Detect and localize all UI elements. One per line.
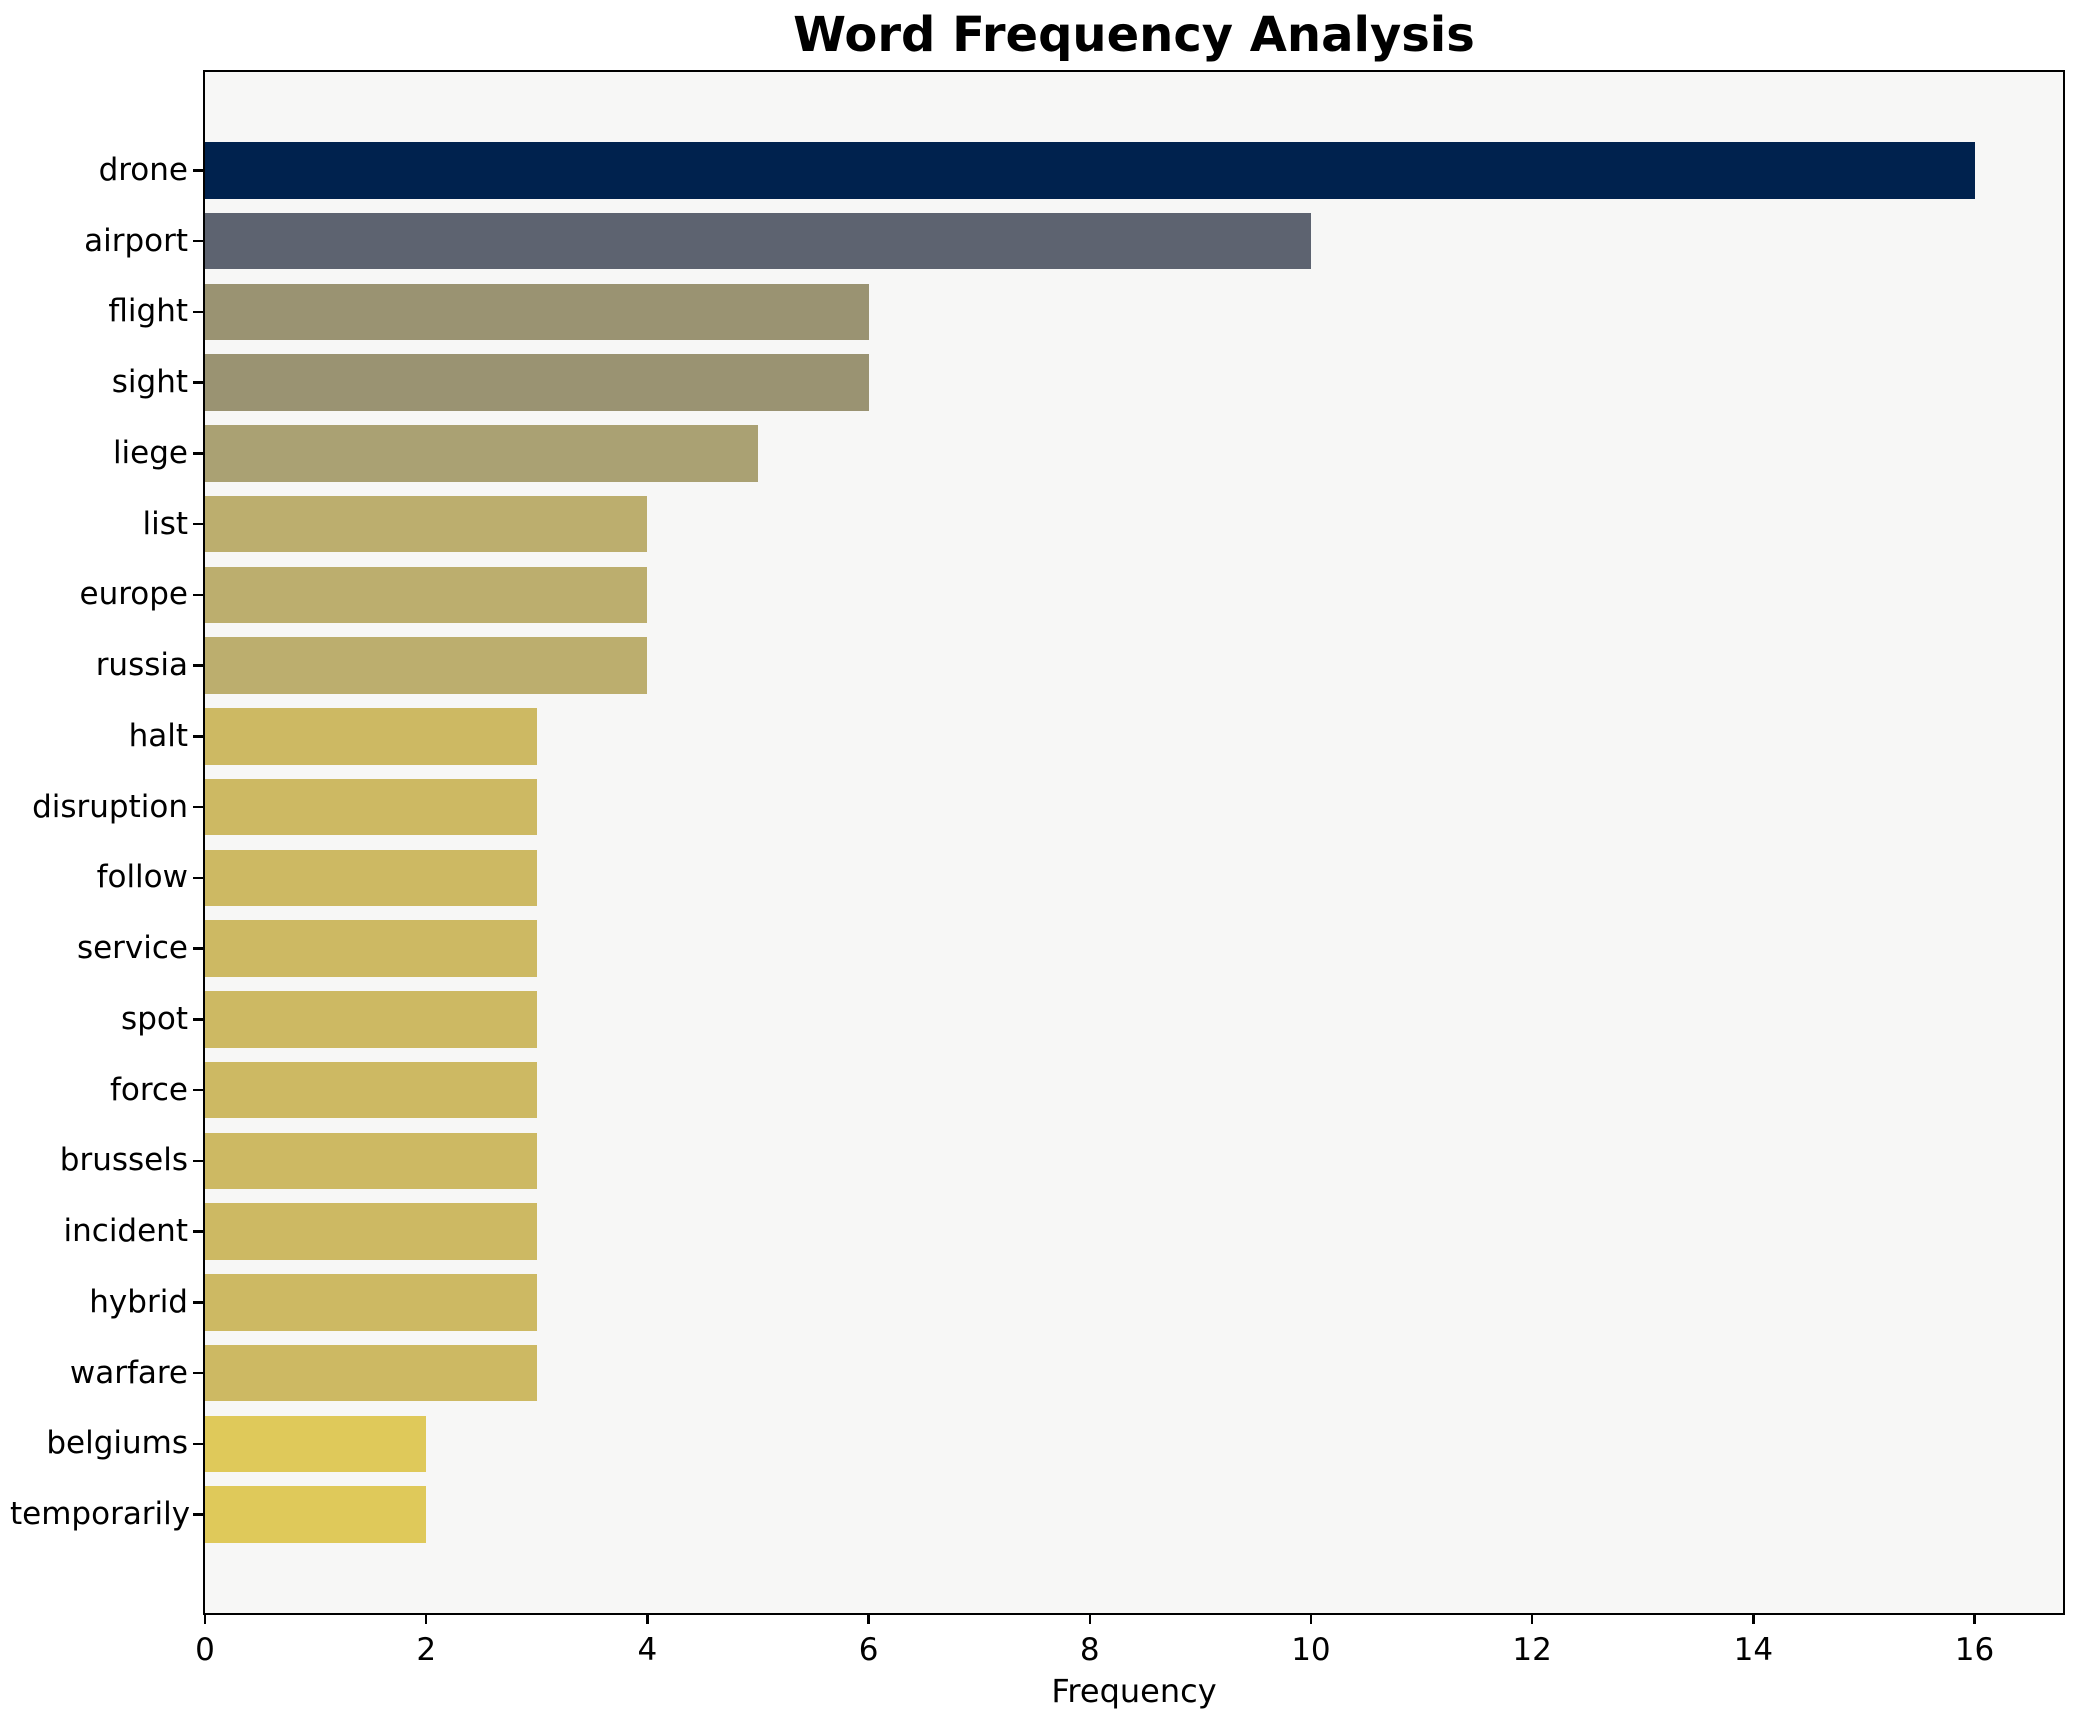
y-tick-mark [193,1088,204,1092]
y-tick-label: sight [111,364,188,401]
bar [205,920,537,977]
y-tick-mark [193,381,204,384]
y-tick-label: airport [84,222,188,259]
y-tick-mark [193,452,204,455]
bar [205,495,648,553]
y-tick-mark [193,876,204,880]
x-tick-mark [1088,1613,1091,1624]
y-tick-label: incident [63,1213,188,1250]
y-tick-mark [193,593,204,597]
chart-title: Word Frequency Analysis [793,7,1475,63]
y-tick-label: halt [128,717,188,754]
x-tick-label: 2 [416,1632,437,1668]
x-tick-label: 4 [637,1632,658,1668]
bar [205,1486,427,1543]
y-tick-mark [193,239,204,243]
bar [205,1415,427,1473]
bar [205,283,869,341]
y-tick-label: temporarily [10,1496,191,1533]
x-tick-label: 0 [195,1632,215,1668]
bar [205,849,537,907]
bar [205,566,648,624]
x-tick-mark [1309,1613,1313,1624]
bar [205,1132,537,1190]
y-tick-mark [193,1513,204,1516]
y-tick-label: disruption [32,788,188,825]
bar [205,637,648,694]
bar [205,354,869,411]
y-tick-label: russia [95,647,188,684]
bars-layer [205,72,2063,1613]
x-tick-mark [867,1613,870,1624]
x-tick-label: 8 [1079,1632,1100,1668]
x-tick-mark [424,1613,428,1624]
y-tick-label: brussels [59,1142,188,1179]
bar [205,1061,537,1119]
y-tick-mark [193,1159,204,1163]
y-tick-label: force [109,1071,188,1108]
x-tick-mark [203,1613,207,1624]
y-tick-mark [193,1442,204,1446]
y-tick-mark [193,522,204,526]
x-tick-mark [1973,1613,1976,1624]
bar [205,1274,537,1331]
y-tick-mark [193,169,204,172]
bar [205,991,537,1048]
bar [205,212,1311,270]
y-tick-mark [193,310,204,314]
bar [205,142,1975,199]
x-tick-label: 10 [1291,1632,1331,1668]
x-tick-mark [1752,1613,1755,1624]
y-tick-label: drone [98,151,188,188]
x-tick-label: 6 [858,1632,879,1668]
y-tick-label: service [76,930,188,967]
y-tick-label: follow [96,859,188,896]
x-tick-mark [646,1613,649,1624]
y-tick-label: list [142,505,188,542]
bar [205,1203,537,1260]
bar [205,708,537,765]
y-tick-mark [193,664,204,667]
y-tick-mark [193,1301,204,1304]
bar [205,425,758,482]
y-tick-label: flight [108,293,188,330]
bar [205,1344,537,1402]
bar [205,778,537,836]
y-tick-label: hybrid [89,1283,188,1320]
y-tick-mark [193,735,204,738]
y-tick-label: spot [121,1000,188,1037]
x-tick-label: 14 [1733,1632,1774,1668]
y-tick-label: belgiums [46,1425,188,1462]
y-tick-mark [193,1371,204,1375]
x-tick-label: 12 [1512,1632,1552,1668]
y-tick-label: europe [79,576,189,613]
y-tick-mark [193,805,204,809]
x-tick-label: 16 [1954,1632,1995,1668]
y-tick-label: liege [112,434,188,471]
y-tick-mark [193,947,204,950]
y-tick-mark [193,1230,204,1233]
x-axis-title: Frequency [1051,1672,1217,1710]
y-tick-label: warfare [69,1354,188,1391]
x-tick-mark [1530,1613,1534,1624]
y-tick-mark [193,1018,204,1021]
